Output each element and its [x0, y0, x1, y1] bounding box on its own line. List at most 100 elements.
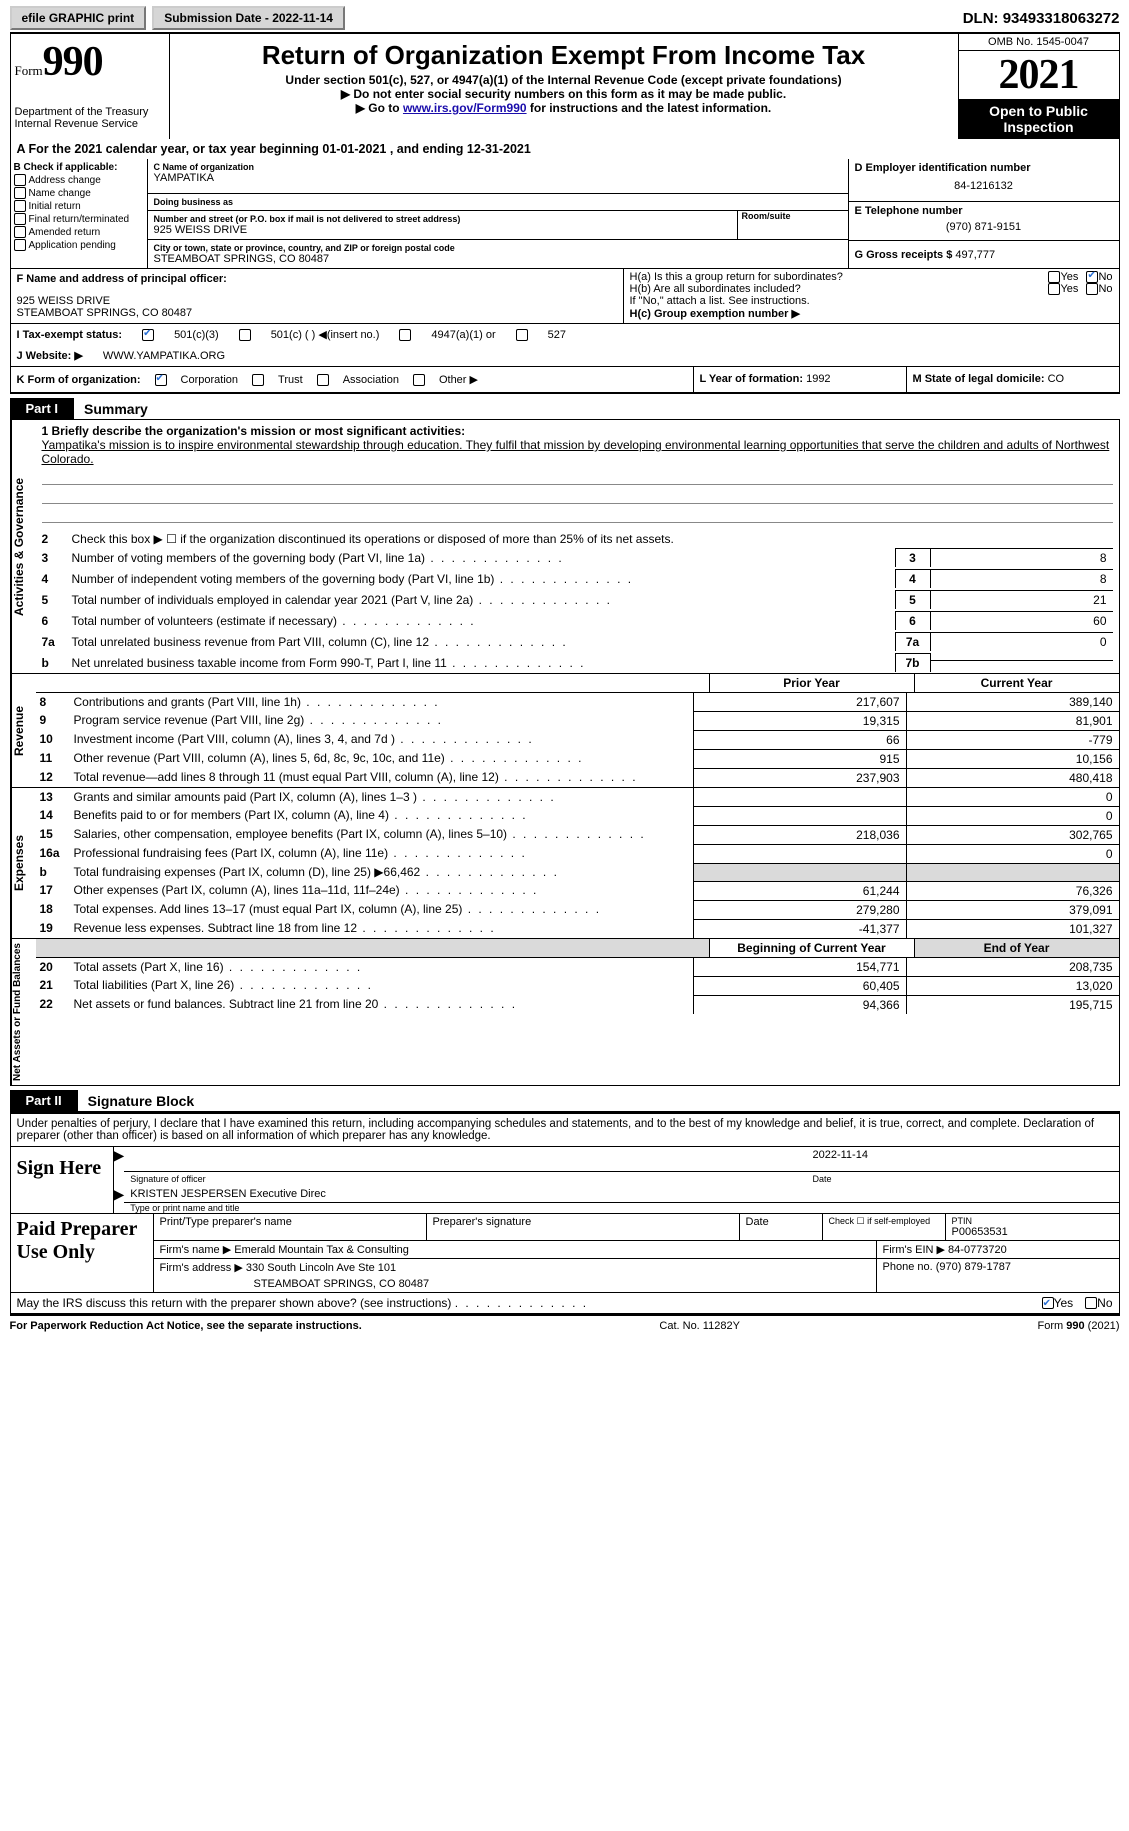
prior-year-value: 237,903: [693, 768, 906, 787]
line-num: 7a: [42, 635, 72, 649]
line-text: Total revenue—add lines 8 through 11 (mu…: [74, 768, 693, 787]
org-name: YAMPATIKA: [154, 172, 842, 184]
line-num: 10: [36, 730, 74, 749]
dept-label: Department of the Treasury: [15, 106, 165, 118]
chk-subs-yes[interactable]: [1048, 283, 1060, 295]
current-year-value: 0: [906, 844, 1119, 863]
line-text: Professional fundraising fees (Part IX, …: [74, 844, 693, 863]
part2-title: Signature Block: [78, 1093, 195, 1109]
chk-group-no[interactable]: [1086, 271, 1098, 283]
end-year-value: 13,020: [906, 976, 1119, 995]
domicile-label: M State of legal domicile:: [913, 373, 1045, 385]
line-num: b: [42, 656, 72, 670]
line-num: 5: [42, 593, 72, 607]
firm-phone: Phone no. (970) 879-1787: [876, 1259, 1119, 1292]
chk-address-change[interactable]: [14, 174, 26, 186]
chk-initial-return[interactable]: [14, 200, 26, 212]
line-num: 16a: [36, 844, 74, 863]
line-num: 22: [36, 995, 74, 1014]
line-num: 12: [36, 768, 74, 787]
city-value: STEAMBOAT SPRINGS, CO 80487: [154, 253, 842, 265]
sig-date-label: Date: [807, 1172, 1119, 1186]
phone-value: (970) 871-9151: [855, 217, 1113, 237]
chk-assoc[interactable]: [317, 374, 329, 386]
officer-addr1: 925 WEISS DRIVE: [17, 295, 617, 307]
paperwork-notice: For Paperwork Reduction Act Notice, see …: [10, 1320, 362, 1332]
omb-label: OMB No. 1545-0047: [959, 34, 1119, 51]
attach-list-note: If "No," attach a list. See instructions…: [630, 295, 1113, 307]
current-year-value: 76,326: [906, 881, 1119, 900]
year-formation-value: 1992: [806, 373, 830, 385]
chk-app-pending[interactable]: [14, 239, 26, 251]
chk-discuss-no[interactable]: [1085, 1297, 1097, 1309]
form-number: 990: [43, 39, 103, 85]
chk-527[interactable]: [516, 329, 528, 341]
line-box: 6: [895, 611, 931, 630]
chk-corp[interactable]: [155, 374, 167, 386]
chk-subs-no[interactable]: [1086, 283, 1098, 295]
group-exemption-label: H(c) Group exemption number ▶: [630, 307, 1113, 320]
submission-button[interactable]: Submission Date - 2022-11-14: [152, 6, 345, 30]
street-label: Number and street (or P.O. box if mail i…: [154, 214, 737, 224]
line-text: Other expenses (Part IX, column (A), lin…: [74, 881, 693, 900]
irs-url-link[interactable]: www.irs.gov/Form990: [403, 101, 527, 115]
chk-discuss-yes[interactable]: [1042, 1297, 1054, 1309]
line-num: 15: [36, 825, 74, 844]
prep-name-label: Print/Type preparer's name: [153, 1214, 426, 1240]
line-num: 4: [42, 572, 72, 586]
line-text: Total expenses. Add lines 13–17 (must eq…: [74, 900, 693, 919]
lbl-final-return: Final return/terminated: [29, 214, 130, 225]
prep-sig-label: Preparer's signature: [426, 1214, 739, 1240]
tab-revenue: Revenue: [11, 674, 36, 787]
lbl-corp: Corporation: [181, 374, 238, 386]
lbl-assoc: Association: [343, 374, 399, 386]
shaded-cell: [906, 863, 1119, 881]
firm-ein: Firm's EIN ▶ 84-0773720: [876, 1241, 1119, 1258]
line-num: b: [36, 863, 74, 881]
chk-4947[interactable]: [399, 329, 411, 341]
sig-arrow-icon-2: ▶: [114, 1186, 125, 1213]
lbl-initial-return: Initial return: [29, 201, 81, 212]
line-num: 20: [36, 958, 74, 976]
note-goto-post: for instructions and the latest informat…: [527, 101, 772, 115]
line-num: 11: [36, 749, 74, 768]
lbl-discuss-no: No: [1097, 1296, 1112, 1310]
firm-city: STEAMBOAT SPRINGS, CO 80487: [160, 1274, 870, 1290]
chk-amended[interactable]: [14, 226, 26, 238]
prior-year-value: 915: [693, 749, 906, 768]
line-text: Salaries, other compensation, employee b…: [74, 825, 693, 844]
current-year-value: 480,418: [906, 768, 1119, 787]
chk-501c3[interactable]: [142, 329, 154, 341]
line-num: 17: [36, 881, 74, 900]
mission-text: Yampatika's mission is to inspire enviro…: [42, 438, 1113, 466]
chk-501c[interactable]: [239, 329, 251, 341]
website-value: WWW.YAMPATIKA.ORG: [103, 350, 225, 362]
domicile-value: CO: [1048, 373, 1065, 385]
dba-label: Doing business as: [154, 197, 842, 207]
begin-year-value: 154,771: [693, 958, 906, 976]
website-label: J Website: ▶: [17, 349, 83, 362]
ein-label: D Employer identification number: [855, 162, 1113, 174]
efile-button[interactable]: efile GRAPHIC print: [10, 6, 147, 30]
line-text: Total liabilities (Part X, line 26): [74, 976, 693, 995]
chk-other[interactable]: [413, 374, 425, 386]
chk-final-return[interactable]: [14, 213, 26, 225]
prior-year-value: 217,607: [693, 693, 906, 711]
note-goto-pre: ▶ Go to: [356, 101, 403, 115]
irs-discuss-label: May the IRS discuss this return with the…: [17, 1296, 1042, 1310]
chk-group-yes[interactable]: [1048, 271, 1060, 283]
lbl-address-change: Address change: [29, 175, 101, 186]
sig-arrow-icon: ▶: [114, 1147, 125, 1186]
prior-year-value: 66: [693, 730, 906, 749]
chk-trust[interactable]: [252, 374, 264, 386]
tab-activities-governance: Activities & Governance: [11, 420, 36, 673]
firm-name: Firm's name ▶ Emerald Mountain Tax & Con…: [153, 1241, 876, 1258]
chk-name-change[interactable]: [14, 187, 26, 199]
line-box: 4: [895, 569, 931, 588]
prior-year-value: 279,280: [693, 900, 906, 919]
cat-no: Cat. No. 11282Y: [659, 1320, 740, 1332]
gross-receipts-value: 497,777: [955, 249, 995, 261]
line-text: Number of voting members of the governin…: [72, 551, 895, 565]
hdr-prior-year: Prior Year: [709, 674, 914, 692]
lbl-subs-yes: Yes: [1060, 283, 1078, 295]
